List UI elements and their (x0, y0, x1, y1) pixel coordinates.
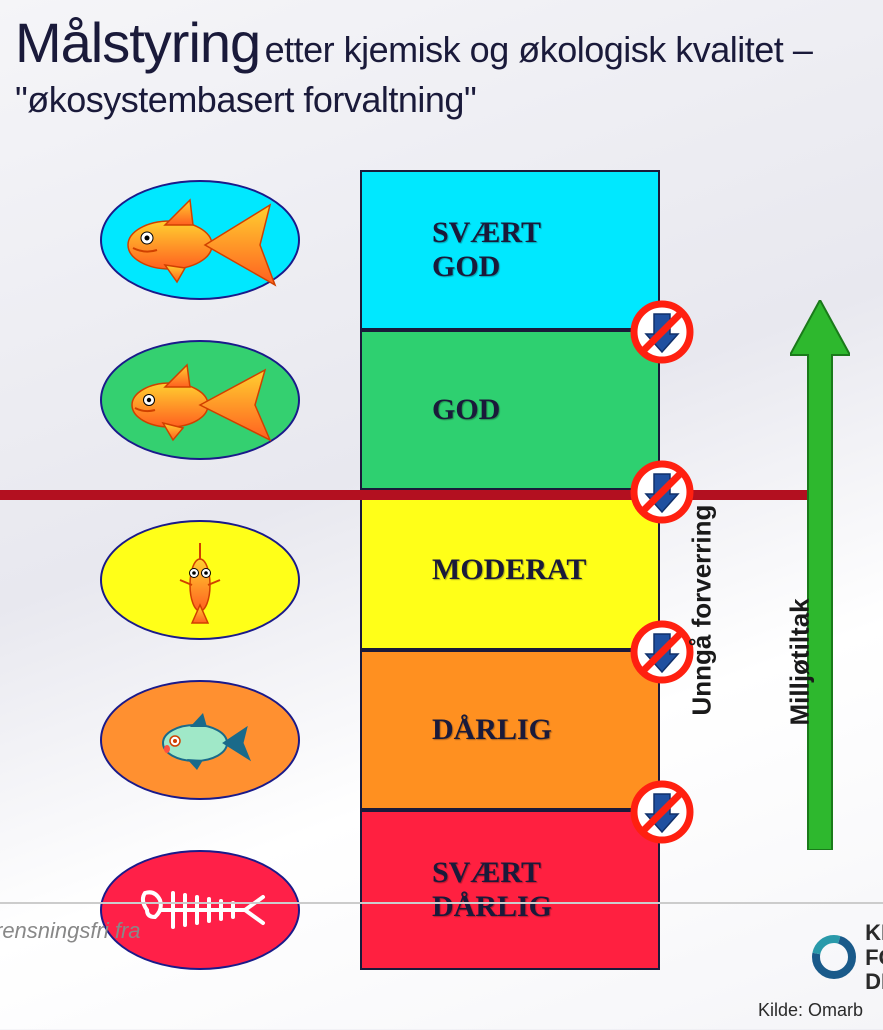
status-label: MODERAT (432, 553, 586, 587)
fish-oval-svart-god (100, 180, 300, 300)
fish-oval-god (100, 340, 300, 460)
status-block-god: GOD (360, 330, 660, 490)
no-sign-3 (630, 620, 694, 684)
green-arrow (790, 300, 850, 850)
status-block-moderat: MODERAT (360, 490, 660, 650)
unnga-forverring-label: Unngå forverring (687, 505, 718, 716)
status-label: SVÆRTGOD (432, 216, 541, 284)
fish-icon-happy-med (115, 350, 285, 450)
prohibition-icon (630, 780, 694, 844)
footer-text: rensningsfri fra (0, 918, 141, 944)
logo-icon (812, 935, 857, 980)
logo-text: KL FO DIR (865, 921, 883, 994)
fish-icon-skinny (150, 535, 250, 625)
status-label: GOD (432, 393, 500, 427)
fish-oval-svart-darlig (100, 850, 300, 970)
no-sign-2 (630, 460, 694, 524)
logo-area: KL FO DIR (812, 921, 883, 994)
miljotiltak-label: Milljøtiltak (785, 598, 816, 725)
title-area: Målstyring etter kjemisk og økologisk kv… (0, 0, 883, 151)
no-sign-4 (630, 780, 694, 844)
logo-line: DIR (865, 970, 883, 994)
footer-divider (0, 902, 883, 904)
status-label: SVÆRTDÅRLIG (432, 856, 552, 924)
fish-oval-darlig (100, 680, 300, 800)
logo-line: KL (865, 921, 883, 945)
fish-oval-moderat (100, 520, 300, 640)
title-main: Målstyring (15, 11, 260, 74)
source-text: Kilde: Omarb (758, 1000, 863, 1021)
prohibition-icon (630, 300, 694, 364)
prohibition-icon (630, 620, 694, 684)
title-sub1: etter kjemisk og økologisk kvalitet – (265, 29, 813, 70)
title-sub2: "økosystembasert forvaltning" (15, 79, 868, 121)
status-block-svart-god: SVÆRTGOD (360, 170, 660, 330)
red-divider-line (0, 490, 820, 500)
fish-icon-happy-big (115, 190, 285, 290)
fish-icon-skeleton (125, 875, 275, 945)
status-label: DÅRLIG (432, 713, 552, 747)
status-block-svart-darlig: SVÆRTDÅRLIG (360, 810, 660, 970)
logo-line: FO (865, 946, 883, 970)
status-block-darlig: DÅRLIG (360, 650, 660, 810)
prohibition-icon (630, 460, 694, 524)
no-sign-1 (630, 300, 694, 364)
up-arrow-icon (790, 300, 850, 850)
fish-icon-sick (135, 695, 265, 785)
content-area: SVÆRTGOD GOD MODERAT DÅRLIG SVÆRTDÅRLIG (0, 170, 883, 1030)
